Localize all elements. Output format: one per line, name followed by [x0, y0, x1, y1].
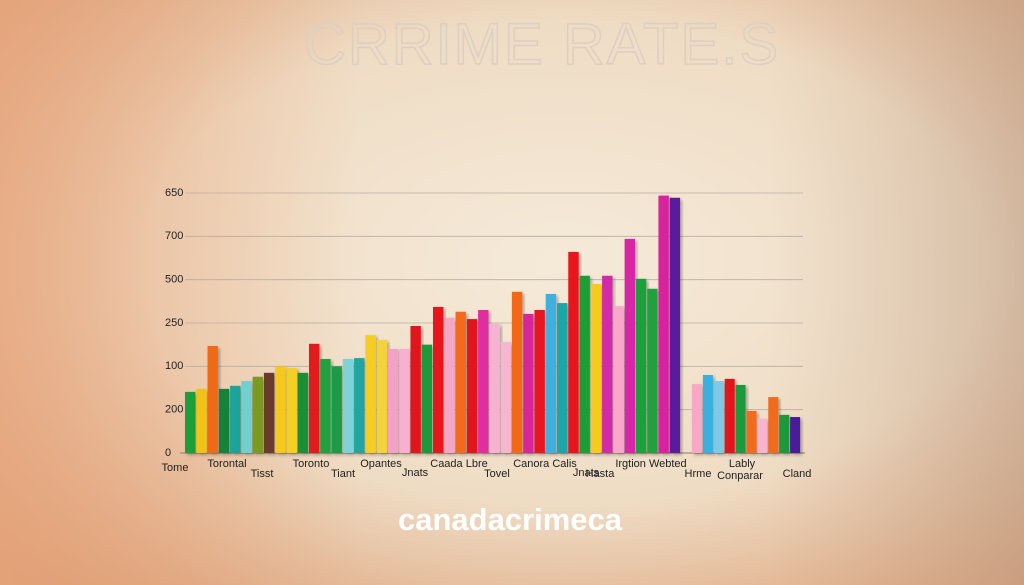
x-tick-label: Jnats	[573, 467, 600, 479]
bar	[602, 275, 613, 453]
y-tick-label: 650	[165, 187, 183, 199]
y-tick-label: 700	[165, 230, 183, 242]
x-tick-label: Canora Calis	[513, 458, 577, 470]
bar	[286, 368, 297, 453]
bar	[410, 326, 421, 453]
bar	[331, 366, 342, 453]
plot-area: 0 200 100 250 500 700 650 Tome Torontal Tisst Toro…	[162, 187, 812, 482]
x-tick-label: Hasta	[586, 468, 616, 480]
x-tick-label: Lably	[729, 458, 756, 470]
y-tick-label: 500	[165, 274, 183, 286]
x-tick-label: Caada Lbre	[430, 458, 488, 470]
bar	[320, 358, 331, 453]
bar	[590, 284, 602, 453]
bar	[523, 313, 534, 453]
bar	[746, 410, 757, 453]
bar	[669, 197, 681, 453]
x-tick-label: Tome	[162, 462, 189, 474]
y-tick-label: 100	[165, 360, 183, 372]
x-tick-label: Hrme	[685, 468, 712, 480]
bar	[252, 376, 264, 453]
bar	[365, 335, 376, 453]
x-tick-label: Torontal	[207, 458, 246, 470]
bar	[297, 372, 309, 453]
bar	[421, 344, 433, 453]
bar	[658, 195, 669, 453]
bar	[444, 317, 455, 453]
y-tick-label: 250	[165, 317, 183, 329]
bar	[557, 303, 568, 453]
bar	[196, 388, 207, 453]
bar	[230, 385, 241, 453]
bar	[545, 293, 557, 453]
bar	[489, 323, 500, 453]
bar	[613, 306, 624, 453]
bar	[702, 375, 713, 453]
bar	[790, 417, 801, 453]
x-tick-label: Cland	[783, 468, 812, 480]
x-tick-label: Irgtion Webted	[615, 458, 686, 470]
bar	[354, 358, 365, 453]
bar	[724, 378, 735, 453]
bar	[275, 366, 286, 453]
x-tick-label: Opantes	[360, 458, 402, 470]
bar	[500, 342, 512, 453]
chart-title: CRRIME RATE.S	[304, 12, 780, 77]
bar	[768, 397, 779, 453]
bar	[779, 414, 790, 453]
bar	[624, 238, 636, 453]
x-tick-label: Tovel	[484, 468, 510, 480]
x-tick-label: Jnats	[402, 467, 429, 479]
bar	[207, 345, 218, 453]
bar	[647, 288, 658, 453]
bar	[433, 306, 444, 453]
x-tick-label: Tisst	[251, 468, 274, 480]
bar	[635, 278, 647, 453]
bar	[387, 349, 399, 453]
bar	[511, 291, 523, 453]
bar	[185, 391, 196, 453]
y-tick-label: 200	[165, 404, 183, 416]
bar	[455, 311, 466, 453]
bar	[478, 310, 489, 453]
y-tick-label: 0	[165, 447, 171, 459]
bar	[376, 339, 388, 453]
bar	[735, 384, 746, 453]
x-tick-label: Tiant	[331, 468, 355, 480]
bar	[568, 251, 579, 453]
x-tick-label: Toronto	[293, 458, 330, 470]
bar	[579, 275, 590, 453]
bar	[713, 381, 724, 453]
bar	[342, 358, 354, 453]
caption: canadacrimeca	[398, 502, 623, 537]
bar	[218, 388, 230, 453]
bar	[757, 418, 768, 453]
bar	[399, 349, 410, 453]
bar	[534, 310, 545, 453]
bar	[241, 381, 252, 453]
bar	[309, 343, 320, 453]
bar	[692, 384, 703, 453]
bar	[263, 372, 275, 453]
x-tick-label: Conparar	[717, 470, 763, 482]
bar	[466, 319, 478, 453]
